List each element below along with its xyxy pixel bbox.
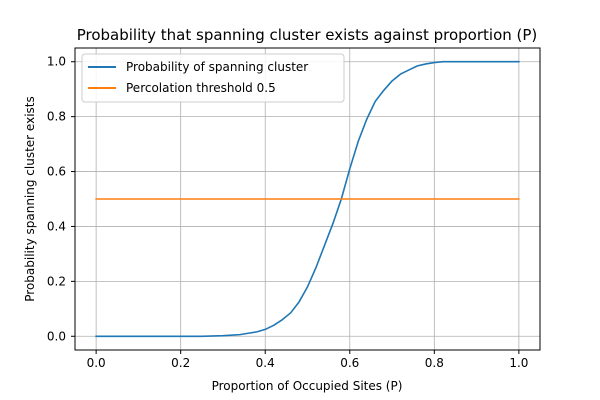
y-axis-label: Probability spanning cluster exists [23, 96, 37, 302]
y-tick-label: 0.8 [47, 110, 66, 124]
x-tick-label: 0.0 [87, 356, 106, 370]
y-axis-ticks: 0.0 0.2 0.4 0.6 0.8 1.0 [47, 55, 75, 343]
x-tick-label: 0.2 [171, 356, 190, 370]
x-tick-label: 0.8 [425, 356, 444, 370]
x-tick-label: 1.0 [509, 356, 528, 370]
series-layer [95, 60, 520, 338]
x-tick-label: 0.4 [256, 356, 275, 370]
y-tick-label: 0.4 [47, 219, 66, 233]
legend-label-spanning: Probability of spanning cluster [126, 60, 308, 74]
y-tick-label: 0.6 [47, 165, 66, 179]
legend: Probability of spanning cluster Percolat… [81, 53, 345, 103]
x-axis-label: Proportion of Occupied Sites (P) [212, 379, 403, 393]
legend-box [81, 53, 345, 103]
y-tick-label: 0.0 [47, 329, 66, 343]
x-tick-label: 0.6 [340, 356, 359, 370]
y-tick-label: 1.0 [47, 55, 66, 69]
y-tick-label: 0.2 [47, 274, 66, 288]
x-axis-ticks: 0.0 0.2 0.4 0.6 0.8 1.0 [87, 350, 528, 370]
chart-title: Probability that spanning cluster exists… [77, 26, 538, 44]
legend-label-threshold: Percolation threshold 0.5 [126, 81, 276, 95]
plot-frame [74, 47, 541, 351]
spanning-probability-line [95, 60, 520, 338]
